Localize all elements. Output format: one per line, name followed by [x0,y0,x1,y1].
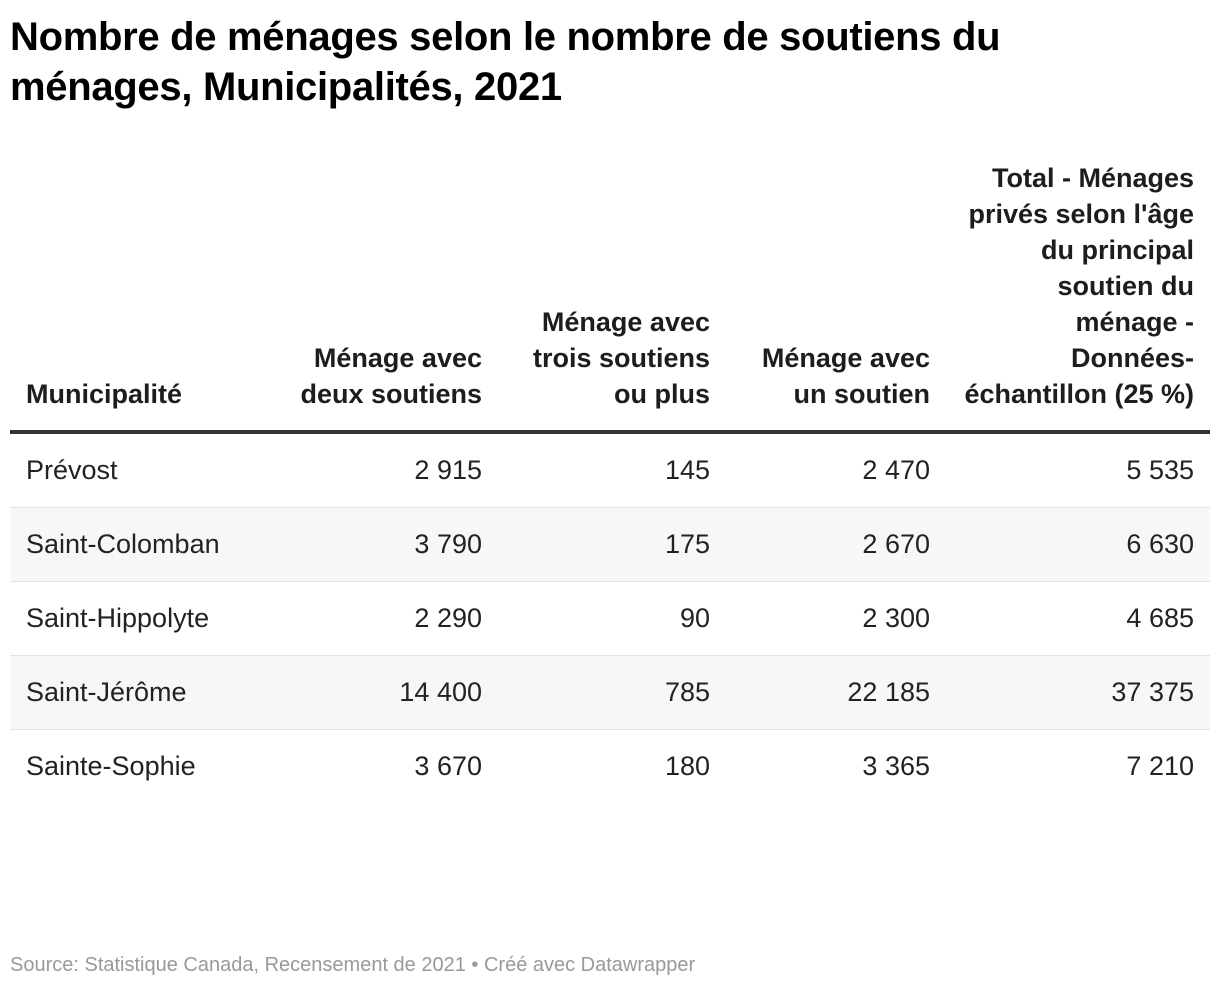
value-cell: 14 400 [270,655,498,730]
municipality-cell: Saint-Hippolyte [10,581,270,656]
table-row: Saint-Hippolyte 2 290 90 2 300 4 685 [10,581,1210,656]
column-header[interactable]: Ménage avec deux soutiens [270,160,498,434]
value-cell: 7 210 [1126,751,1194,781]
value-cell: 4 685 [946,581,1210,656]
value-cell: 785 [498,655,726,730]
value-cell: 2 470 [726,432,946,508]
table-row: Saint-Jérôme 14 400 785 22 185 37 375 [10,655,1210,730]
value-cell: 6 630 [946,507,1210,582]
chart-title: Nombre de ménages selon le nombre de sou… [10,15,1001,109]
value-cell: 2 290 [270,581,498,656]
municipality-cell: Saint-Colomban [10,507,270,582]
table-row: Saint-Colomban 3 790 175 2 670 6 630 [10,507,1210,582]
value-cell: 175 [498,507,726,582]
value-cell: 3 365 [862,751,930,781]
municipality-cell: Saint-Jérôme [10,655,270,730]
value-cell: 145 [498,432,726,508]
column-header[interactable]: Ménage avec trois soutiens ou plus [498,160,726,434]
value-cell: 2 915 [270,432,498,508]
column-header[interactable]: Municipalité [10,160,270,434]
table-row: Sainte-Sophie 3 670 180 3 365 7 210 [10,730,1210,804]
value-cell: 180 [664,751,710,781]
value-cell: 2 670 [726,507,946,582]
column-header[interactable]: Total - Ménages privés selon l'âge du pr… [946,160,1210,434]
value-cell: 5 535 [946,432,1210,508]
table-header-row: Municipalité Ménage avec deux soutiens M… [10,160,1210,434]
municipality-cell: Prévost [10,432,270,508]
table-body: Prévost 2 915 145 2 470 5 535 Saint-Colo… [10,432,1210,803]
table-row: Prévost 2 915 145 2 470 5 535 [10,432,1210,508]
value-cell: 3 790 [270,507,498,582]
municipality-cell: Sainte-Sophie [26,751,196,781]
data-table: Municipalité Ménage avec deux soutiens M… [10,160,1210,803]
value-cell: 37 375 [946,655,1210,730]
column-header[interactable]: Ménage avec un soutien [726,160,946,434]
value-cell: 22 185 [726,655,946,730]
value-cell: 2 300 [726,581,946,656]
value-cell: 3 670 [414,751,482,781]
value-cell: 90 [498,581,726,656]
source-note: Source: Statistique Canada, Recensement … [10,954,696,976]
